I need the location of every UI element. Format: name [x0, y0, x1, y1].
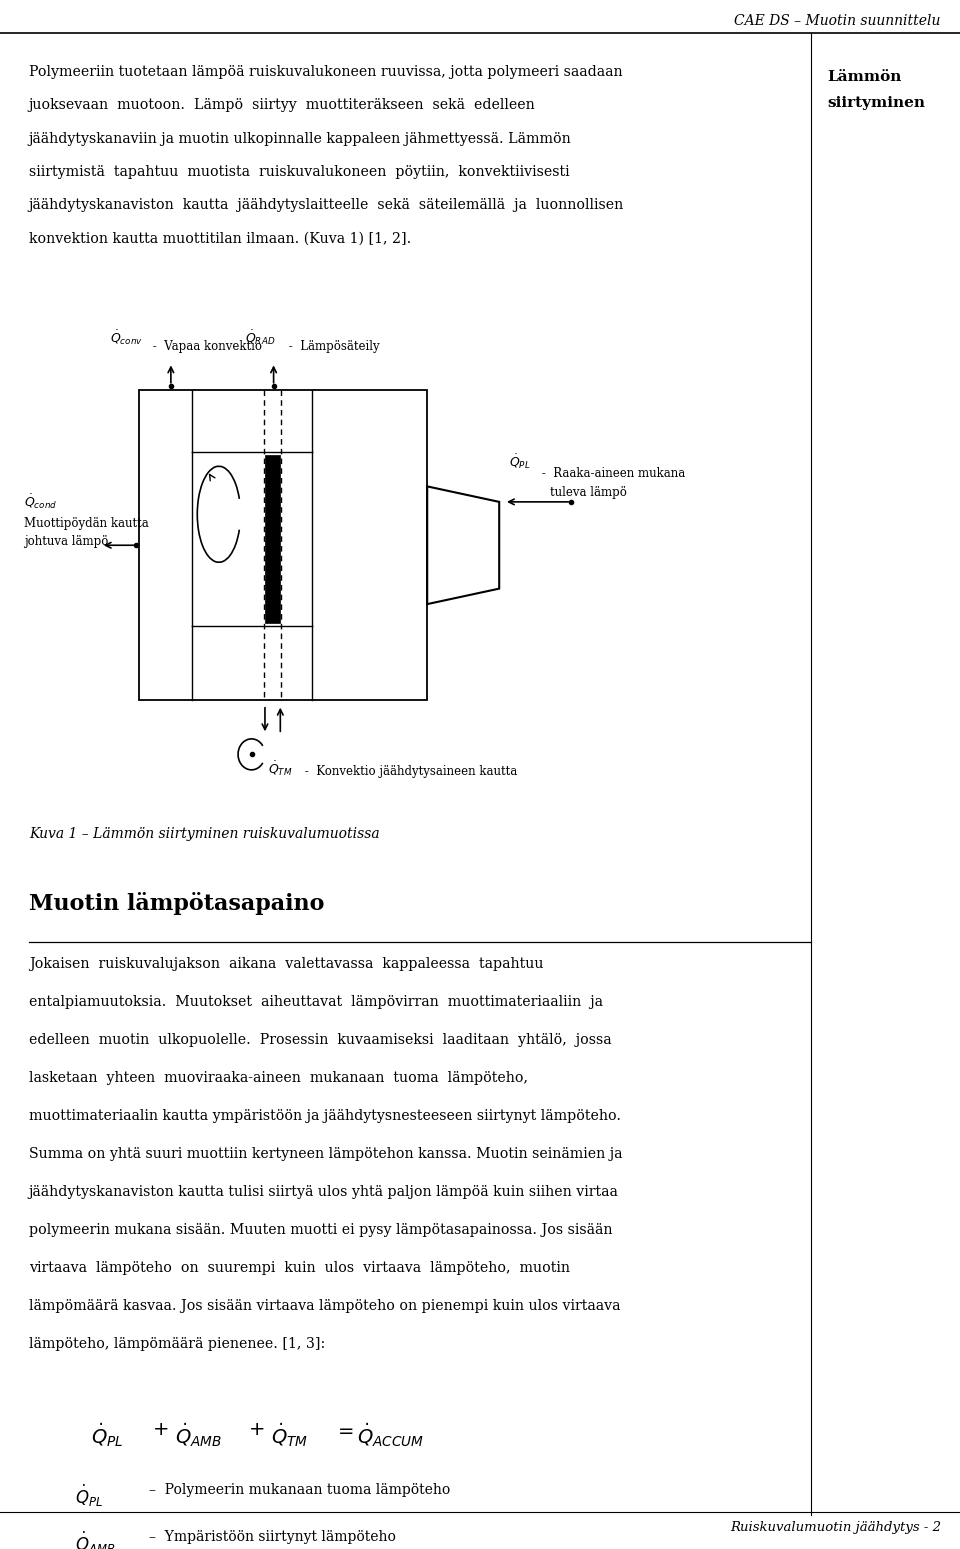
Text: Polymeeriin tuotetaan lämpöä ruiskuvalukoneen ruuvissa, jotta polymeeri saadaan: Polymeeriin tuotetaan lämpöä ruiskuvaluk… — [29, 65, 622, 79]
Text: $\dot{Q}_{PL}$: $\dot{Q}_{PL}$ — [91, 1422, 124, 1450]
Bar — [139, 390, 427, 700]
Text: lämpömäärä kasvaa. Jos sisään virtaava lämpöteho on pienempi kuin ulos virtaava: lämpömäärä kasvaa. Jos sisään virtaava l… — [29, 1298, 620, 1314]
Text: -  Raaka-aineen mukana: - Raaka-aineen mukana — [538, 468, 684, 480]
Polygon shape — [427, 486, 499, 604]
Text: lasketaan  yhteen  muoviraaka-aineen  mukanaan  tuoma  lämpöteho,: lasketaan yhteen muoviraaka-aineen mukan… — [29, 1072, 528, 1086]
Text: juoksevaan  muotoon.  Lämpö  siirtyy  muottiteräkseen  sekä  edelleen: juoksevaan muotoon. Lämpö siirtyy muotti… — [29, 99, 536, 113]
Text: $\dot{Q}_{TM}$: $\dot{Q}_{TM}$ — [268, 759, 293, 778]
Text: -  Vapaa konvektio: - Vapaa konvektio — [149, 341, 262, 353]
Text: Muotin lämpötasapaino: Muotin lämpötasapaino — [29, 892, 324, 915]
Text: Jokaisen  ruiskuvalujakson  aikana  valettavassa  kappaleessa  tapahtuu: Jokaisen ruiskuvalujakson aikana valetta… — [29, 957, 543, 971]
Text: $\dot{Q}_{PL}$: $\dot{Q}_{PL}$ — [75, 1484, 103, 1509]
Text: $=$: $=$ — [334, 1422, 354, 1439]
Text: muottimateriaalin kautta ympäristöön ja jäähdytysnesteeseen siirtynyt lämpöteho.: muottimateriaalin kautta ympäristöön ja … — [29, 1109, 621, 1123]
Text: Muottipöydän kautta: Muottipöydän kautta — [24, 517, 149, 530]
Text: -  Lämpösäteily: - Lämpösäteily — [285, 341, 380, 353]
Text: -  Konvektio jäähdytysaineen kautta: - Konvektio jäähdytysaineen kautta — [301, 765, 517, 778]
Text: $\dot{Q}_{conv}$: $\dot{Q}_{conv}$ — [110, 328, 143, 347]
Text: Kuva 1 – Lämmön siirtyminen ruiskuvalumuotissa: Kuva 1 – Lämmön siirtyminen ruiskuvalumu… — [29, 827, 379, 841]
Text: virtaava  lämpöteho  on  suurempi  kuin  ulos  virtaava  lämpöteho,  muotin: virtaava lämpöteho on suurempi kuin ulos… — [29, 1261, 570, 1275]
Bar — [265, 455, 280, 623]
Text: $+$: $+$ — [248, 1422, 264, 1439]
Text: jäähdytyskanaviston kautta tulisi siirtyä ulos yhtä paljon lämpöä kuin siihen vi: jäähdytyskanaviston kautta tulisi siirty… — [29, 1185, 618, 1199]
Text: johtuva lämpö: johtuva lämpö — [24, 536, 108, 548]
Text: CAE DS – Muotin suunnittelu: CAE DS – Muotin suunnittelu — [734, 14, 941, 28]
Text: $\dot{Q}_{RAD}$: $\dot{Q}_{RAD}$ — [245, 328, 276, 347]
Text: polymeerin mukana sisään. Muuten muotti ei pysy lämpötasapainossa. Jos sisään: polymeerin mukana sisään. Muuten muotti … — [29, 1224, 612, 1238]
Text: $\dot{Q}_{ACCUM}$: $\dot{Q}_{ACCUM}$ — [357, 1422, 424, 1450]
Text: jäähdytyskanaviin ja muotin ulkopinnalle kappaleen jähmettyessä. Lämmön: jäähdytyskanaviin ja muotin ulkopinnalle… — [29, 132, 571, 146]
Text: jäähdytyskanaviston  kautta  jäähdytyslaitteelle  sekä  säteilemällä  ja  luonno: jäähdytyskanaviston kautta jäähdytyslait… — [29, 198, 624, 212]
Text: lämpöteho, lämpömäärä pienenee. [1, 3]:: lämpöteho, lämpömäärä pienenee. [1, 3]: — [29, 1337, 325, 1351]
Text: $\dot{Q}_{AMB}$: $\dot{Q}_{AMB}$ — [75, 1530, 115, 1549]
Text: edelleen  muotin  ulkopuolelle.  Prosessin  kuvaamiseksi  laaditaan  yhtälö,  jo: edelleen muotin ulkopuolelle. Prosessin … — [29, 1033, 612, 1047]
Text: $\dot{Q}_{TM}$: $\dot{Q}_{TM}$ — [271, 1422, 308, 1450]
Text: $+$: $+$ — [152, 1422, 168, 1439]
Text: Summa on yhtä suuri muottiin kertyneen lämpötehon kanssa. Muotin seinämien ja: Summa on yhtä suuri muottiin kertyneen l… — [29, 1146, 622, 1162]
Text: $\dot{Q}_{AMB}$: $\dot{Q}_{AMB}$ — [175, 1422, 222, 1450]
Text: Ruiskuvalumuotin jäähdytys - 2: Ruiskuvalumuotin jäähdytys - 2 — [730, 1521, 941, 1534]
Text: Lämmön: Lämmön — [828, 70, 901, 84]
Text: siirtymistä  tapahtuu  muotista  ruiskuvalukoneen  pöytiin,  konvektiivisesti: siirtymistä tapahtuu muotista ruiskuvalu… — [29, 166, 569, 180]
Text: –  Ympäristöön siirtynyt lämpöteho: – Ympäristöön siirtynyt lämpöteho — [149, 1530, 396, 1544]
Text: tuleva lämpö: tuleva lämpö — [550, 486, 627, 499]
Text: $\dot{Q}_{PL}$: $\dot{Q}_{PL}$ — [509, 452, 530, 471]
Text: –  Polymeerin mukanaan tuoma lämpöteho: – Polymeerin mukanaan tuoma lämpöteho — [149, 1484, 450, 1498]
Text: konvektion kautta muottitilan ilmaan. (Kuva 1) [1, 2].: konvektion kautta muottitilan ilmaan. (K… — [29, 231, 411, 246]
Text: siirtyminen: siirtyminen — [828, 96, 925, 110]
Text: $\dot{Q}_{cond}$: $\dot{Q}_{cond}$ — [24, 493, 58, 511]
Text: entalpiamuutoksia.  Muutokset  aiheuttavat  lämpövirran  muottimateriaaliin  ja: entalpiamuutoksia. Muutokset aiheuttavat… — [29, 996, 603, 1010]
